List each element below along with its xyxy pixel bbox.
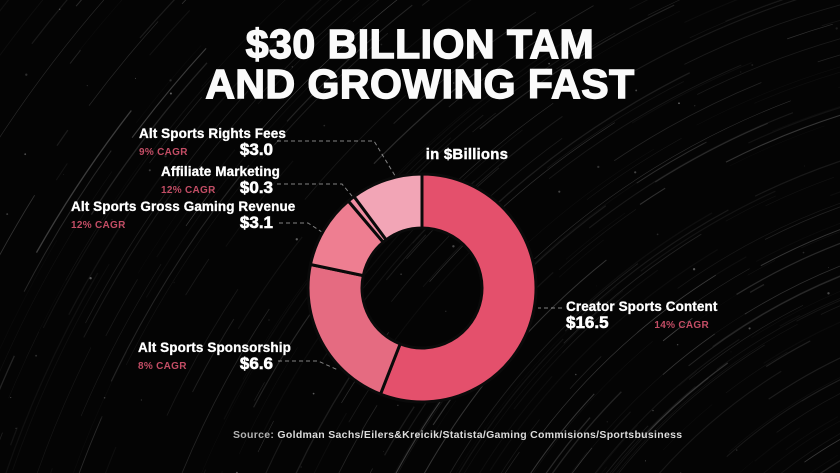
donut-segment-affiliate-marketing	[346, 194, 389, 245]
page-title-line2: AND GROWING FAST	[205, 61, 635, 107]
label-creator-sports-content: Creator Sports Content $16.5 14% CAGR	[566, 299, 718, 332]
chart-unit-label: in $Billions	[425, 146, 509, 163]
segment-value: $0.3	[239, 178, 274, 197]
leader-line	[279, 222, 326, 235]
label-alt-sports-gross-gaming-revenue: Alt Sports Gross Gaming Revenue 12% CAGR…	[71, 199, 296, 232]
page-title: $30 BILLION TAM AND GROWING FAST	[0, 21, 840, 107]
segment-name: Alt Sports Gross Gaming Revenue	[71, 199, 296, 214]
page-title-line1: $30 BILLION TAM	[245, 21, 595, 67]
segment-value: $16.5	[566, 313, 609, 332]
segment-cagr: 9% CAGR	[139, 147, 188, 158]
label-alt-sports-rights-fees: Alt Sports Rights Fees 9% CAGR $3.0	[139, 126, 286, 159]
donut-segment-creator-sports-content	[378, 172, 538, 404]
donut-chart	[306, 172, 538, 404]
segment-value: $3.1	[239, 213, 274, 232]
donut-segment-alt-sports-sponsorship	[306, 262, 403, 397]
segment-name: Creator Sports Content	[566, 299, 718, 314]
segment-name: Alt Sports Rights Fees	[139, 126, 286, 141]
source-attribution: Source: Goldman Sachs/Eilers&Kreicik/Sta…	[233, 429, 682, 441]
leader-line	[278, 360, 339, 371]
label-leader-lines	[277, 140, 562, 371]
segment-value: $6.6	[239, 354, 274, 373]
segment-name: Alt Sports Sponsorship	[138, 340, 291, 355]
segment-cagr: 14% CAGR	[654, 320, 709, 331]
source-text: Goldman Sachs/Eilers&Kreicik/Statista/Ga…	[277, 429, 683, 441]
donut-segment-alt-sports-gross-gaming-revenue	[308, 198, 386, 278]
segment-value: $3.0	[239, 140, 274, 159]
segment-cagr: 12% CAGR	[161, 185, 216, 196]
source-prefix: Source:	[233, 429, 275, 441]
donut-segment-alt-sports-rights-fees	[351, 172, 424, 242]
label-affiliate-marketing: Affiliate Marketing 12% CAGR $0.3	[161, 164, 280, 197]
leader-line	[277, 140, 398, 180]
segment-name: Affiliate Marketing	[161, 164, 280, 179]
label-alt-sports-sponsorship: Alt Sports Sponsorship 8% CAGR $6.6	[138, 340, 291, 373]
segment-cagr: 12% CAGR	[71, 220, 126, 231]
segment-cagr: 8% CAGR	[138, 361, 187, 372]
